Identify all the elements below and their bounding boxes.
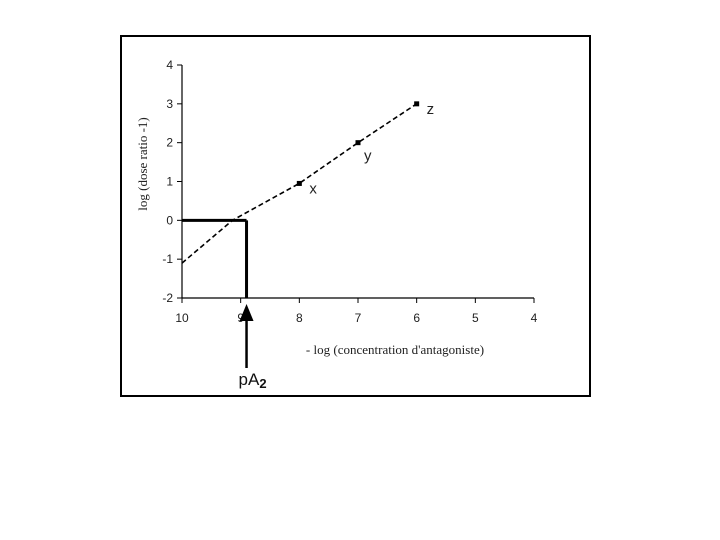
pa2-label-main: pA [239, 370, 260, 389]
y-tick-label: 0 [166, 213, 173, 227]
x-axis-title: - log (concentration d'antagoniste) [306, 342, 484, 357]
x-tick-label: 6 [413, 311, 420, 325]
pa2-arrow-head [239, 304, 254, 321]
figure-frame [120, 35, 591, 397]
data-point-x [296, 180, 302, 186]
x-tick-label: 4 [531, 311, 538, 325]
data-point-z [414, 101, 420, 107]
y-axis-title: log (dose ratio -1) [135, 117, 150, 211]
x-tick-label: 5 [472, 311, 479, 325]
data-point-y [355, 140, 361, 146]
y-tick-label: 1 [166, 175, 173, 189]
y-tick-label: 2 [166, 136, 173, 150]
pa2-label: pA2 [239, 370, 267, 391]
y-tick-label: 4 [166, 58, 173, 72]
point-label-y: y [364, 148, 372, 165]
y-tick-label: -1 [162, 252, 173, 266]
plot-marks: x y z pA2 [181, 101, 435, 391]
point-label-x: x [309, 180, 317, 197]
point-label-z: z [427, 101, 435, 118]
x-tick-label: 10 [175, 311, 189, 325]
y-tick-label: -2 [162, 291, 173, 305]
x-tick-label: 8 [296, 311, 303, 325]
pa2-label-subscript: 2 [259, 376, 266, 391]
x-tick-label: 7 [355, 311, 362, 325]
regression-line [181, 103, 418, 264]
y-tick-label: 3 [166, 97, 173, 111]
